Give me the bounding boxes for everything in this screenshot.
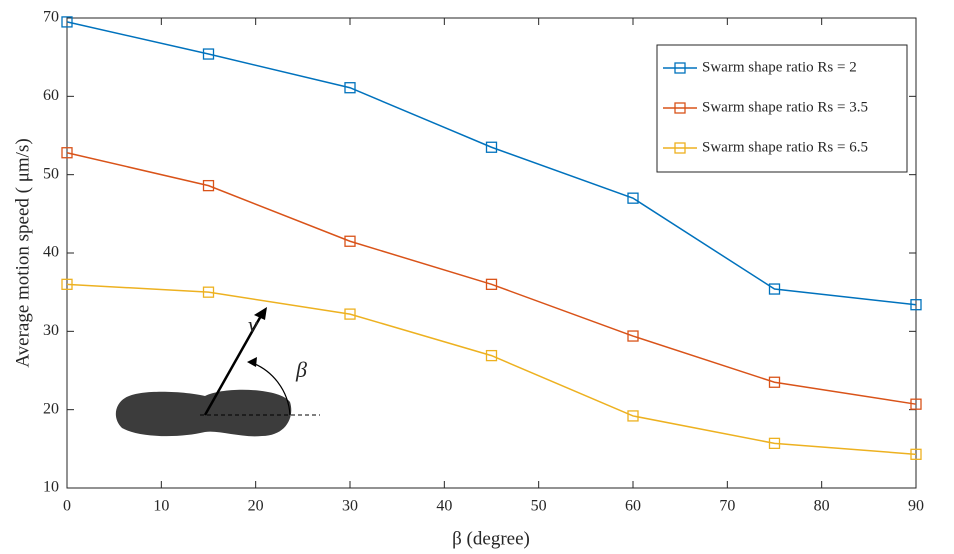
x-tick-label: 30 — [342, 498, 358, 515]
marker — [202, 48, 215, 60]
legend-label: Swarm shape ratio Rs = 3.5 — [702, 99, 868, 115]
y-tick-label: 50 — [43, 165, 59, 182]
legend-label: Swarm shape ratio Rs = 2 — [702, 59, 857, 75]
x-tick-label: 80 — [814, 498, 830, 515]
marker — [61, 147, 73, 159]
x-tick-label: 40 — [436, 498, 452, 515]
x-tick-label: 20 — [248, 498, 264, 515]
y-tick-label: 20 — [43, 400, 59, 417]
legend-marker — [674, 102, 686, 114]
arrow-head — [254, 307, 267, 320]
swarm-blob — [115, 389, 292, 437]
marker — [202, 179, 215, 192]
legend-marker — [674, 142, 686, 154]
legend-box — [656, 44, 908, 173]
series-line — [66, 21, 917, 306]
y-axis-label: Average motion speed ( μm/s) — [12, 138, 33, 367]
marker — [768, 437, 781, 450]
marker — [910, 448, 922, 460]
y-tick-label: 10 — [43, 479, 59, 496]
y-tick-label: 60 — [43, 87, 59, 104]
x-tick-label: 10 — [153, 498, 169, 515]
marker — [344, 82, 356, 94]
series-line — [66, 152, 917, 405]
series-line — [66, 283, 917, 456]
marker — [627, 330, 639, 342]
marker — [627, 410, 639, 422]
marker — [202, 286, 215, 298]
y-tick-label: 70 — [43, 9, 59, 26]
x-tick-label: 50 — [531, 498, 547, 515]
y-tick-label: 40 — [43, 244, 59, 261]
velocity-label: v — [248, 312, 258, 337]
arc-head — [247, 357, 257, 367]
marker — [344, 235, 356, 247]
x-tick-label: 0 — [63, 498, 71, 515]
legend-label: Swarm shape ratio Rs = 6.5 — [702, 139, 868, 155]
inset-illustration: v β — [115, 307, 320, 437]
marker — [61, 278, 73, 290]
marker — [61, 16, 73, 28]
marker — [768, 376, 781, 388]
marker — [910, 299, 922, 311]
x-tick-label: 70 — [719, 498, 735, 515]
marker — [344, 308, 356, 320]
angle-label: β — [295, 357, 307, 382]
x-axis-label: β (degree) — [452, 528, 530, 549]
marker — [485, 278, 498, 290]
y-tick-label: 30 — [43, 322, 59, 339]
x-tick-label: 60 — [625, 498, 641, 515]
marker — [910, 398, 922, 410]
marker — [485, 349, 498, 362]
marker — [768, 283, 781, 295]
marker — [627, 192, 639, 204]
angle-arc — [249, 361, 291, 416]
legend-marker — [674, 62, 686, 74]
marker — [485, 141, 498, 153]
x-tick-label: 90 — [908, 498, 924, 515]
velocity-arrow — [203, 313, 264, 416]
